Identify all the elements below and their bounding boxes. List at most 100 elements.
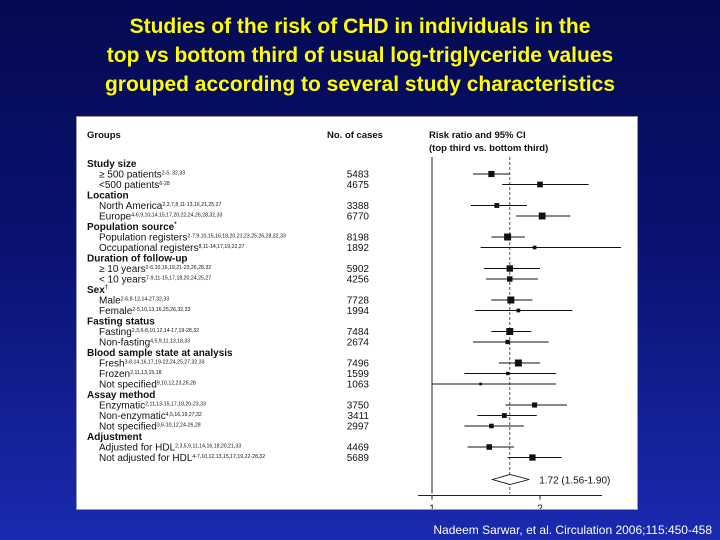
group-header: Assay method — [87, 390, 155, 401]
citation: Nadeem Sarwar, et al. Circulation 2006;1… — [433, 523, 712, 537]
group-header: Duration of follow-up — [87, 254, 188, 265]
point-estimate — [537, 181, 543, 188]
row-label: Female2-5,10,13,16,25,26,32,33 — [99, 306, 190, 317]
row-label: Non-enzymatic4,5,16,19,27,32 — [99, 411, 202, 422]
point-estimate — [516, 308, 521, 313]
point-estimate — [486, 444, 493, 450]
row-reference-numbers: 2,11,13,15,18 — [130, 370, 161, 376]
forest-plot: Groups No. of cases Risk ratio and 95% C… — [87, 130, 621, 515]
point-estimate — [505, 339, 510, 345]
group-header: Population source* — [87, 222, 177, 233]
pooled-label: 1.72 (1.56-1.90) — [539, 476, 610, 487]
forest-plot-panel: Groups No. of cases Risk ratio and 95% C… — [76, 116, 638, 515]
row-cases: 4469 — [347, 443, 370, 454]
pooled-diamond — [490, 474, 530, 485]
point-estimate — [505, 371, 510, 376]
row-cases: 6770 — [347, 212, 370, 223]
point-estimate — [532, 245, 537, 250]
point-estimate — [501, 413, 507, 418]
group-header: Sex† — [87, 285, 108, 296]
row-label: Not adjusted for HDL4-7,10,12,13,15,17,1… — [99, 453, 265, 464]
row-label: Population registers2-7,9,10,15,16,18,20… — [99, 233, 286, 244]
row-reference-numbers: 8,11-14,17,19,22,27 — [199, 244, 245, 250]
row-cases: 2674 — [347, 338, 370, 349]
row-label: Fresh3-8,14,16,17,19-22,24,25,27,32,33 — [99, 359, 205, 370]
row-cases: 5902 — [347, 264, 370, 275]
row-reference-numbers: 2-7,9,10,15,16,18,20,21,23,25,26,28,32,3… — [187, 234, 285, 240]
row-cases: 1994 — [347, 306, 370, 317]
row-reference-numbers: 4-7,10,12,13,15,17,19,22-28,32 — [192, 454, 265, 460]
row-reference-numbers: 4,5,16,19,27,32 — [166, 412, 202, 418]
row-reference-numbers: 2-6,10,16,19,21-23,26,28,32 — [146, 265, 212, 271]
point-estimate — [532, 402, 538, 408]
title-line-3: grouped according to several study chara… — [104, 73, 615, 96]
row-cases: 7728 — [347, 296, 370, 307]
row-label: North America2,3,7,8,11-13,16,21,25,27 — [99, 201, 222, 212]
row-reference-numbers: 9,10,12,23,26,28 — [157, 381, 196, 387]
group-header: Adjustment — [87, 432, 143, 443]
row-cases: 1892 — [347, 243, 370, 254]
point-estimate — [488, 170, 495, 178]
x-tick-label: 2 — [537, 504, 543, 510]
row-label: Enzymatic2,11,13-15,17,18,20-23,33 — [99, 401, 206, 412]
row-label: Male2-6,8-12,14-27,32,33 — [99, 296, 169, 307]
title-line-1: Studies of the risk of CHD in individual… — [129, 15, 591, 38]
title-line-2: top vs bottom third of usual log-triglyc… — [106, 44, 614, 67]
point-estimate — [494, 203, 500, 208]
row-reference-numbers: 3,6-10,12,24-26,28 — [157, 423, 201, 429]
point-estimate — [507, 276, 513, 282]
point-estimate — [489, 423, 494, 429]
row-cases: 3388 — [347, 201, 370, 212]
row-cases: 1599 — [347, 369, 370, 380]
point-estimate — [514, 359, 522, 367]
row-reference-numbers: 3-8,14,16,17,19-22,24,25,27,32,33 — [125, 360, 205, 366]
ratio-header: Risk ratio and 95% CI — [429, 130, 526, 141]
group-header-mark: † — [105, 285, 108, 291]
group-header: Blood sample state at analysis — [87, 348, 233, 359]
row-reference-numbers: 2-5, 32,33 — [162, 171, 185, 177]
row-cases: 2997 — [347, 422, 370, 433]
row-reference-numbers: 2,3,7,8,11-13,16,21,25,27 — [162, 202, 221, 208]
row-cases: 1063 — [347, 380, 370, 391]
row-reference-numbers: 6-28 — [159, 181, 169, 187]
row-reference-numbers: 2-6,8-12,14-27,32,33 — [121, 297, 170, 303]
row-cases: 5689 — [347, 453, 370, 464]
row-cases: 7484 — [347, 327, 370, 338]
point-estimate — [506, 265, 513, 272]
point-estimate — [538, 212, 546, 220]
row-label: ≥ 500 patients2-5, 32,33 — [99, 170, 185, 181]
group-header-mark: * — [174, 222, 177, 228]
row-cases: 4675 — [347, 180, 370, 191]
row-reference-numbers: 7-9,11-15,17,18,20,24,25,27 — [146, 276, 211, 282]
row-reference-numbers: 2,3,6-8,10,12,14-17,19-28,32 — [132, 328, 199, 334]
point-estimate — [507, 296, 515, 304]
ratio-subheader: (top third vs. bottom third) — [429, 143, 548, 154]
row-label: Occupational registers8,11-14,17,19,22,2… — [99, 243, 245, 254]
row-label: < 10 years7-9,11-15,17,18,20,24,25,27 — [99, 275, 211, 286]
group-header: Location — [87, 191, 129, 202]
x-tick-label: 1 — [429, 504, 435, 510]
row-label: Non-fasting4,5,9,11,13,18,33 — [99, 338, 190, 349]
group-header: Fasting status — [87, 317, 155, 328]
row-cases: 3411 — [347, 411, 369, 422]
row-cases: 4256 — [347, 275, 370, 286]
row-cases: 3750 — [347, 401, 370, 412]
point-estimate — [479, 382, 482, 386]
row-label: Not specified9,10,12,23,26,28 — [99, 380, 196, 391]
row-label: Adjusted for HDL2,3,5,9,11,14,16,18,20,2… — [99, 443, 241, 454]
row-reference-numbers: 4-6,9,10,14,15,17,20,22,24,26,28,32,33 — [131, 213, 222, 219]
row-cases: 5483 — [347, 170, 370, 181]
row-label: Not specified3,6-10,12,24-26,28 — [99, 422, 201, 433]
row-reference-numbers: 2,11,13-15,17,18,20-23,33 — [145, 402, 206, 408]
point-estimate — [506, 328, 514, 335]
slide-title: Studies of the risk of CHD in individual… — [0, 12, 720, 99]
row-reference-numbers: 4,5,9,11,13,18,33 — [150, 339, 190, 345]
row-label: Europe4-6,9,10,14,15,17,20,22,24,26,28,3… — [99, 212, 223, 223]
row-cases: 8198 — [347, 233, 370, 244]
row-cases: 7496 — [347, 359, 370, 370]
row-label: ≥ 10 years2-6,10,16,19,21-23,26,28,32 — [99, 264, 211, 275]
point-estimate — [529, 454, 536, 461]
groups-header: Groups — [87, 130, 121, 141]
row-label: <500 patients6-28 — [99, 180, 170, 191]
cases-header: No. of cases — [327, 130, 383, 141]
